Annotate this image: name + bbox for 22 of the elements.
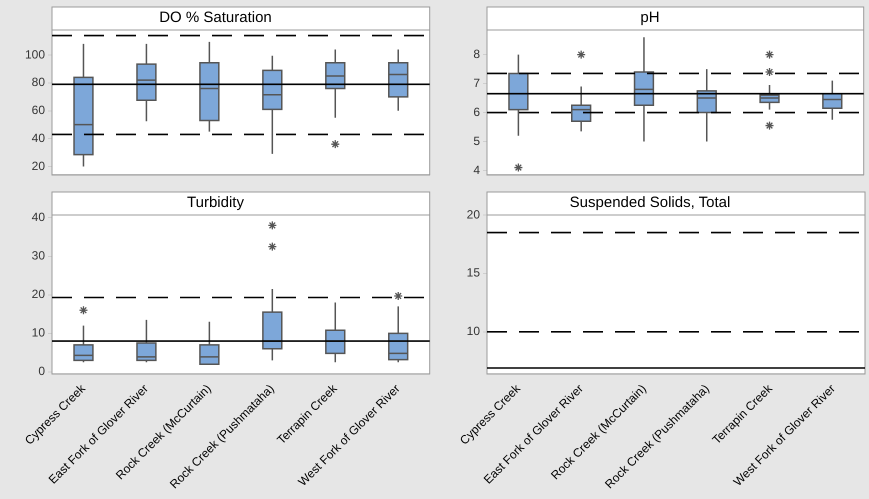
chart-title: Turbidity — [187, 194, 244, 212]
y-tick-label: 40 — [32, 210, 46, 224]
y-tick-label: 8 — [473, 46, 480, 61]
y-tick-label: 30 — [32, 248, 46, 263]
y-tick-label: 10 — [466, 324, 480, 338]
y-tick-label: 80 — [32, 75, 46, 90]
y-tick-label: 100 — [24, 47, 46, 62]
chart-title: Suspended Solids, Total — [570, 194, 730, 212]
y-tick-label: 4 — [473, 162, 480, 177]
y-tick-label: 0 — [38, 364, 46, 378]
y-tick-label: 5 — [473, 134, 480, 148]
y-tick-label: 20 — [32, 158, 46, 173]
y-tick-label: 10 — [32, 326, 46, 340]
y-tick-label: 7 — [473, 76, 480, 90]
y-tick-label: 60 — [32, 103, 46, 118]
chart-title: pH — [640, 9, 660, 26]
y-tick-label: 15 — [466, 266, 480, 280]
y-tick-label: 20 — [32, 287, 46, 302]
chart-title: DO % Saturation — [159, 9, 272, 26]
y-tick-label: 40 — [32, 130, 46, 145]
y-tick-label: 20 — [466, 207, 480, 222]
y-tick-label: 6 — [473, 104, 480, 119]
